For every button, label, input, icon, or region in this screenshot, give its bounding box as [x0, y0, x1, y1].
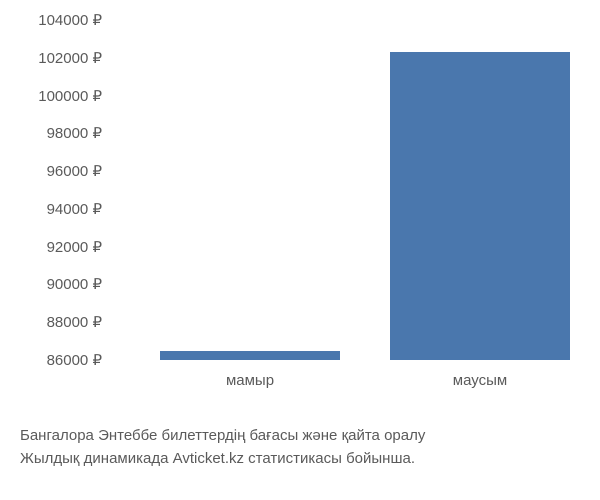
caption-line-2: Жылдық динамикада Avticket.kz статистика… [20, 448, 580, 471]
x-tick-label: мамыр [226, 372, 274, 389]
bar [160, 351, 340, 360]
y-tick-label: 88000 ₽ [47, 313, 102, 331]
y-tick-label: 100000 ₽ [38, 87, 102, 105]
y-tick-label: 90000 ₽ [47, 275, 102, 293]
x-tick-label: маусым [453, 372, 507, 389]
chart-caption: Бангалора Энтеббе билеттердің бағасы жән… [20, 425, 580, 470]
plot-area [110, 20, 570, 360]
x-axis: мамыр маусым [110, 360, 570, 400]
y-tick-label: 96000 ₽ [47, 162, 102, 180]
y-tick-label: 92000 ₽ [47, 238, 102, 256]
chart-container: 86000 ₽ 88000 ₽ 90000 ₽ 92000 ₽ 94000 ₽ 96000… [20, 20, 580, 410]
y-tick-label: 94000 ₽ [47, 200, 102, 218]
bar [390, 52, 570, 360]
y-tick-label: 104000 ₽ [38, 11, 102, 29]
y-tick-label: 102000 ₽ [38, 49, 102, 67]
y-axis: 86000 ₽88000 ₽90000 ₽92000 ₽94000 ₽96000… [20, 20, 110, 360]
caption-line-1: Бангалора Энтеббе билеттердің бағасы жән… [20, 425, 580, 448]
y-tick-label: 98000 ₽ [47, 124, 102, 142]
y-tick-label: 86000 ₽ [47, 351, 102, 369]
